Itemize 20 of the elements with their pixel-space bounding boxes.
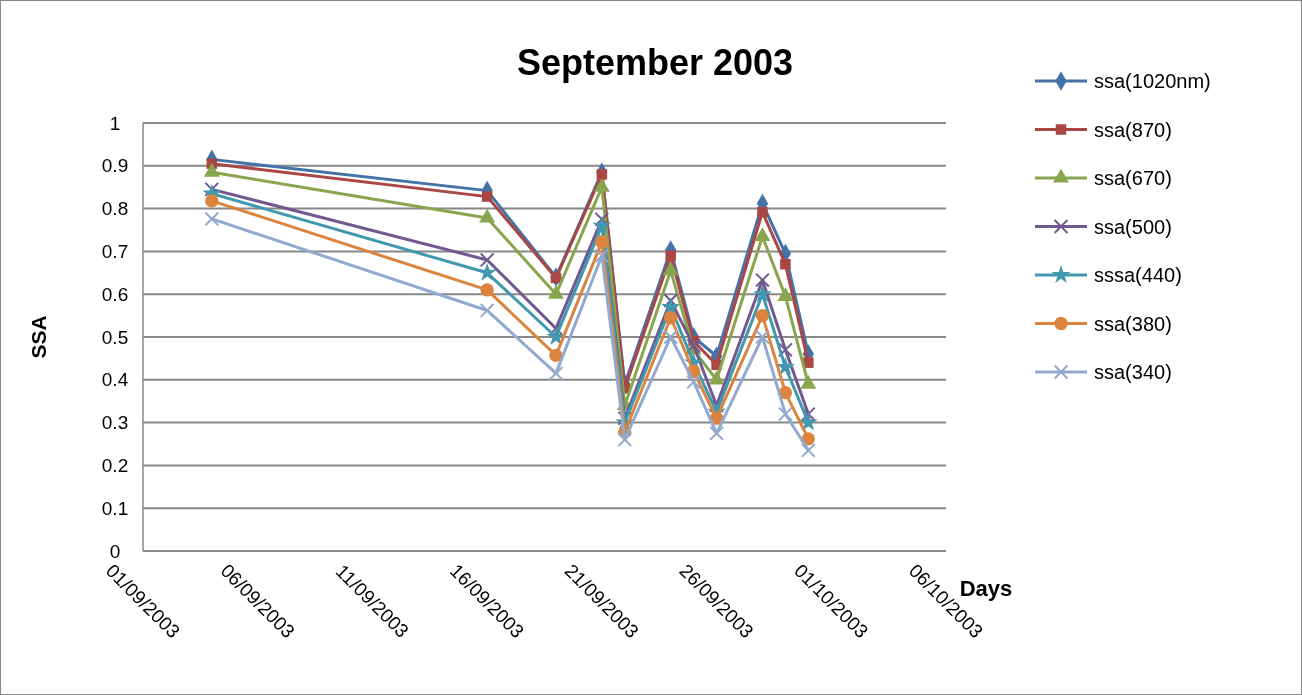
legend-label: sssa(440)	[1094, 264, 1182, 286]
y-tick-label: 0	[109, 540, 121, 562]
chart-title: September 2003	[516, 42, 794, 83]
legend-label: ssa(670)	[1094, 167, 1172, 189]
y-tick-label: 0.3	[101, 412, 129, 434]
y-tick-label: 0.2	[101, 455, 129, 477]
y-tick-label: 0.1	[101, 497, 129, 519]
legend-label: ssa(870)	[1094, 118, 1172, 141]
legend-label: ssa(340)	[1094, 361, 1172, 383]
legend-label: ssa(380)	[1094, 312, 1172, 335]
y-tick-label: 1	[109, 112, 121, 134]
legend-label: ssa(1020nm)	[1094, 70, 1211, 92]
y-tick-label: 0.9	[101, 155, 129, 177]
y-tick-label: 0.4	[101, 369, 129, 391]
y-axis-title: SSA	[27, 315, 50, 359]
y-tick-label: 0.6	[101, 283, 129, 305]
y-tick-label: 0.8	[101, 198, 129, 220]
y-tick-label: 0.5	[101, 326, 129, 348]
y-tick-label: 0.7	[101, 241, 129, 263]
legend-label: ssa(500)	[1094, 215, 1172, 238]
